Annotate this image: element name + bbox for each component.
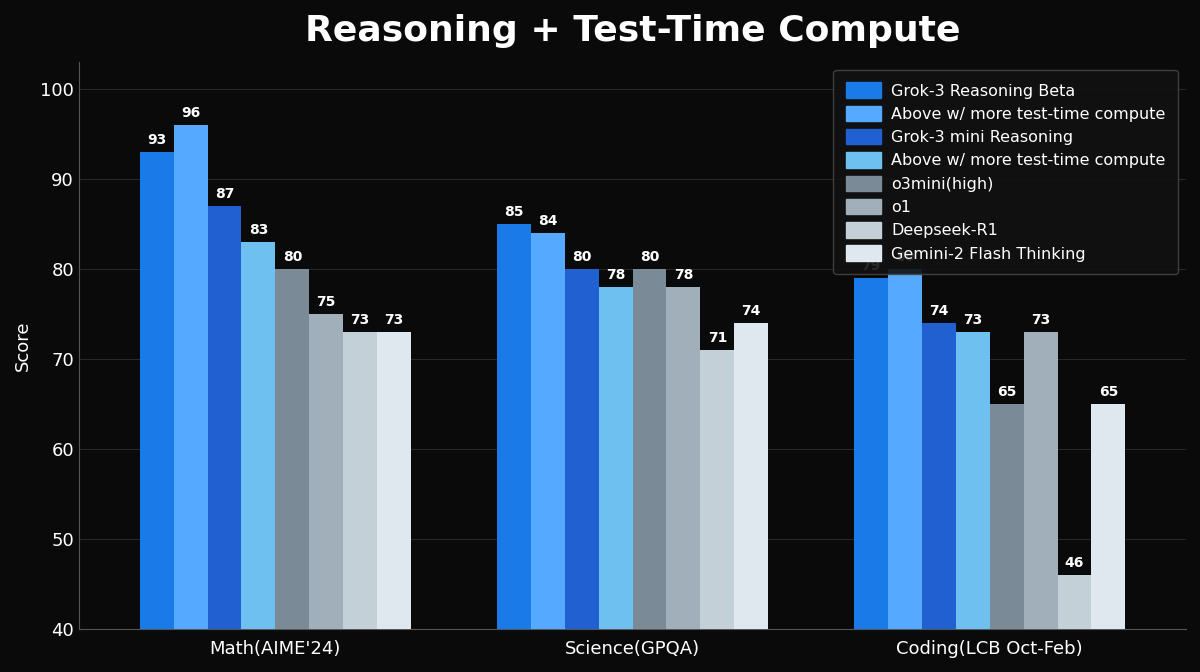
Text: 71: 71 bbox=[708, 331, 727, 345]
Text: 93: 93 bbox=[148, 133, 167, 147]
Text: 78: 78 bbox=[673, 268, 694, 282]
Text: 73: 73 bbox=[384, 313, 403, 327]
Bar bbox=[139, 152, 174, 629]
Bar bbox=[666, 287, 701, 629]
Bar bbox=[1057, 575, 1092, 629]
Text: 83: 83 bbox=[248, 223, 268, 237]
Text: 80: 80 bbox=[572, 251, 592, 264]
Bar bbox=[599, 287, 632, 629]
Text: 74: 74 bbox=[929, 304, 948, 319]
Bar bbox=[497, 224, 530, 629]
Text: 80: 80 bbox=[283, 251, 302, 264]
Bar bbox=[1024, 332, 1057, 629]
Text: 65: 65 bbox=[1099, 385, 1118, 399]
Bar bbox=[377, 332, 412, 629]
Bar bbox=[241, 242, 275, 629]
Bar bbox=[888, 269, 922, 629]
Text: 65: 65 bbox=[997, 385, 1016, 399]
Text: 84: 84 bbox=[538, 214, 558, 228]
Y-axis label: Score: Score bbox=[14, 320, 32, 371]
Bar bbox=[990, 404, 1024, 629]
Bar bbox=[922, 323, 955, 629]
Bar bbox=[310, 314, 343, 629]
Text: 73: 73 bbox=[964, 313, 983, 327]
Legend: Grok-3 Reasoning Beta, Above w/ more test-time compute, Grok-3 mini Reasoning, A: Grok-3 Reasoning Beta, Above w/ more tes… bbox=[834, 70, 1178, 274]
Bar bbox=[174, 125, 208, 629]
Bar bbox=[632, 269, 666, 629]
Text: 80: 80 bbox=[895, 251, 914, 264]
Bar bbox=[955, 332, 990, 629]
Bar bbox=[854, 278, 888, 629]
Text: 75: 75 bbox=[317, 295, 336, 309]
Bar bbox=[343, 332, 377, 629]
Text: 96: 96 bbox=[181, 106, 200, 120]
Text: 79: 79 bbox=[862, 259, 881, 274]
Bar bbox=[565, 269, 599, 629]
Text: 73: 73 bbox=[1031, 313, 1050, 327]
Bar bbox=[734, 323, 768, 629]
Bar bbox=[208, 206, 241, 629]
Bar bbox=[701, 350, 734, 629]
Text: 78: 78 bbox=[606, 268, 625, 282]
Text: 80: 80 bbox=[640, 251, 659, 264]
Bar bbox=[1092, 404, 1126, 629]
Text: 46: 46 bbox=[1064, 556, 1084, 571]
Bar bbox=[530, 233, 565, 629]
Text: 87: 87 bbox=[215, 187, 234, 202]
Text: 85: 85 bbox=[504, 206, 523, 219]
Title: Reasoning + Test-Time Compute: Reasoning + Test-Time Compute bbox=[305, 14, 960, 48]
Text: 74: 74 bbox=[742, 304, 761, 319]
Text: 73: 73 bbox=[350, 313, 370, 327]
Bar bbox=[275, 269, 310, 629]
